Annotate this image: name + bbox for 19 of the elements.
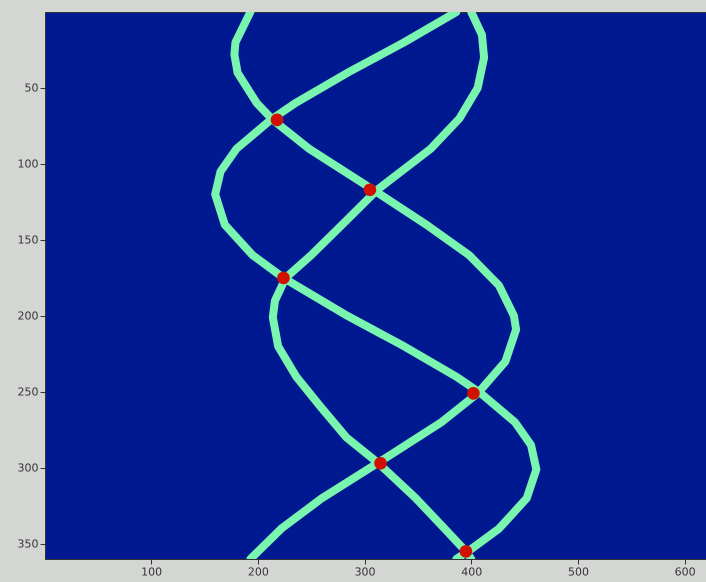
- y-tick-label: 50: [24, 81, 38, 94]
- y-tick-label: 150: [18, 233, 38, 246]
- point: [467, 387, 480, 400]
- x-tick-label: 600: [674, 566, 696, 578]
- y-tick-label: 300: [18, 461, 38, 474]
- y-tick-label: 200: [18, 309, 38, 322]
- point: [364, 183, 376, 196]
- point: [374, 456, 387, 470]
- x-tick-label: 100: [141, 566, 162, 578]
- x-tick-label: 200: [248, 566, 269, 578]
- point: [270, 114, 284, 126]
- y-tick-label: 250: [18, 385, 38, 398]
- x-tick-label: 500: [568, 566, 589, 578]
- y-tick-label: 350: [18, 537, 38, 550]
- x-tick-label: 400: [461, 566, 482, 578]
- point: [277, 272, 290, 284]
- x-tick-label: 300: [354, 566, 376, 578]
- y-tick-label: 100: [18, 157, 38, 170]
- point: [460, 545, 472, 558]
